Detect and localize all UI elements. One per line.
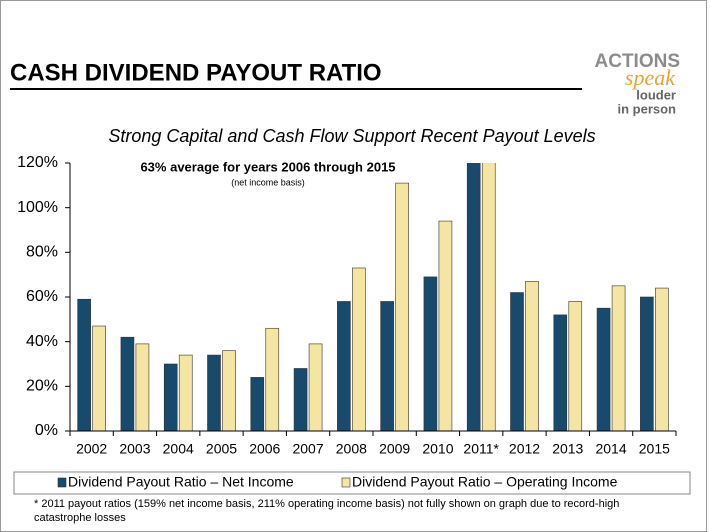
bar xyxy=(655,287,669,431)
bar xyxy=(163,363,178,431)
bar xyxy=(308,343,323,431)
x-tick-label: 2005 xyxy=(206,441,237,457)
y-tick-label: 20% xyxy=(26,378,58,395)
legend-label: Dividend Payout Ratio – Net Income xyxy=(68,474,294,490)
legend-box xyxy=(13,471,691,495)
bar xyxy=(423,276,438,431)
y-tick-label: 120% xyxy=(17,154,58,171)
x-tick-label: 2008 xyxy=(336,441,367,457)
bar xyxy=(596,307,611,431)
bar xyxy=(611,285,626,431)
plot xyxy=(77,163,669,431)
annotation: (net income basis) xyxy=(231,177,305,187)
x-tick-label: 2007 xyxy=(292,441,323,457)
bar xyxy=(640,296,654,431)
footnote: * 2011 payout ratios (159% net income ba… xyxy=(34,498,620,524)
x-tick-label: 2002 xyxy=(76,441,107,457)
annotation: 63% average for years 2006 through 2015 xyxy=(140,159,395,174)
x-tick-label: 2009 xyxy=(379,441,410,457)
bar xyxy=(207,354,221,431)
logo-text: speak xyxy=(625,65,676,90)
x-tick-label: 2011* xyxy=(463,441,499,457)
bar xyxy=(135,343,150,431)
bar xyxy=(380,301,394,431)
bar xyxy=(250,377,265,431)
bar xyxy=(481,163,496,431)
y-tick-label: 0% xyxy=(35,422,58,439)
bar xyxy=(395,182,409,431)
x-tick-label: 2010 xyxy=(422,441,453,457)
bar xyxy=(352,267,366,431)
chart-subtitle: Strong Capital and Cash Flow Support Rec… xyxy=(108,126,595,146)
x-tick-label: 2006 xyxy=(249,441,280,457)
bar xyxy=(293,368,308,431)
bar xyxy=(337,301,351,431)
bar xyxy=(553,314,568,431)
y-tick-label: 40% xyxy=(26,333,58,350)
x-tick-label: 2004 xyxy=(163,441,194,457)
bar xyxy=(265,327,280,431)
y-tick-label: 60% xyxy=(26,288,58,305)
bar xyxy=(466,163,481,431)
x-tick-label: 2015 xyxy=(639,441,670,457)
legend-swatch xyxy=(57,477,67,488)
y-tick-label: 100% xyxy=(17,199,58,216)
bar xyxy=(222,350,236,431)
legend-label: Dividend Payout Ratio – Operating Income xyxy=(352,474,618,490)
x-tick-label: 2014 xyxy=(595,441,626,457)
bar xyxy=(77,298,91,431)
x-tick-label: 2013 xyxy=(552,441,583,457)
y-tick-label: 80% xyxy=(26,244,58,261)
logo-text: in person xyxy=(617,101,676,116)
bar xyxy=(438,220,453,431)
x-tick-label: 2003 xyxy=(119,441,150,457)
legend-swatch xyxy=(341,477,351,488)
x-tick-label: 2012 xyxy=(509,441,540,457)
bar xyxy=(525,281,539,431)
bar xyxy=(120,336,135,431)
bar xyxy=(510,292,524,431)
bar xyxy=(178,354,193,431)
slide-title: CASH DIVIDEND PAYOUT RATIO xyxy=(10,59,382,86)
bar xyxy=(568,301,583,431)
bar xyxy=(92,325,106,431)
logo-text: louder xyxy=(636,87,676,102)
logo-text: ACTIONS xyxy=(595,51,681,72)
